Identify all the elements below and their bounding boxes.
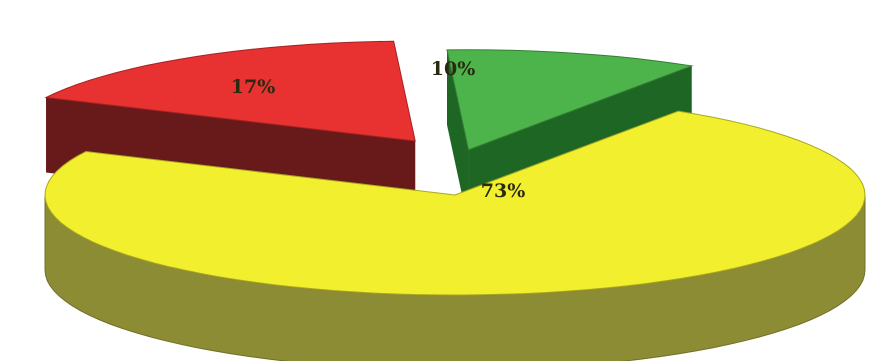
slice-top-medium [44,40,416,142]
slice-top-large [44,110,866,296]
slice-labels: 73% 17% 10% [231,58,526,202]
slice-label-medium: 17% [231,76,276,98]
slice-top-small [446,49,694,151]
slice-label-small: 10% [431,58,476,80]
slice-label-large: 73% [481,180,526,202]
slice-tops [44,40,866,296]
slice-cut-small-0 [447,49,469,225]
